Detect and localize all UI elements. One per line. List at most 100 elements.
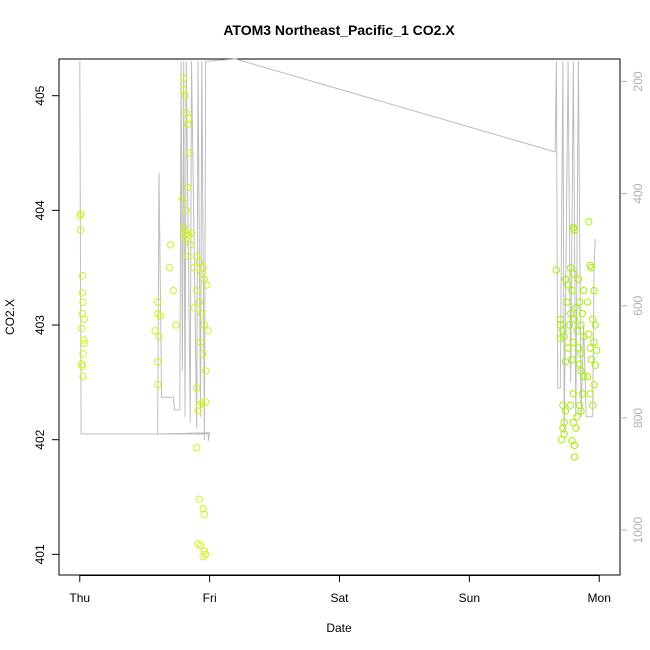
data-point [568,355,576,364]
data-point [556,315,564,323]
y2-tick-label: 1000 [631,516,645,543]
chart-title: ATOM3 Northeast_Pacific_1 CO2.X [223,22,455,38]
data-point [592,346,601,354]
data-point [181,92,189,100]
data-point [190,264,198,272]
data-point [591,321,599,329]
data-point [79,350,87,358]
data-point [578,390,586,398]
y-tick-label: 403 [33,315,47,335]
data-point [198,399,206,407]
data-point [199,350,207,358]
data-point [195,495,204,503]
y2-tick-label: 800 [631,408,645,428]
data-point [154,358,162,366]
data-point [78,289,87,297]
data-point [183,183,192,192]
data-point [172,321,180,329]
data-point [587,264,596,272]
data-point [154,298,162,306]
data-point [579,372,588,381]
data-point [586,344,594,352]
data-point [151,327,159,335]
y2-tick-label: 600 [631,295,645,315]
data-point [564,344,572,352]
data-point [590,381,598,389]
data-point [80,339,89,348]
data-point [569,338,577,346]
data-point [202,398,210,406]
data-point [561,358,570,366]
data-point [178,195,187,203]
y-tick-label: 404 [33,200,47,220]
data-point [579,286,588,295]
data-point [569,269,577,278]
data-point [183,120,192,129]
data-point [154,309,162,318]
data-point [79,372,87,381]
data-point [585,218,593,226]
data-point [193,444,201,452]
y-tick-label: 401 [33,544,47,564]
series-layer [76,58,601,561]
data-point [576,360,584,368]
data-point [569,390,577,398]
y-axis-label: CO2.X [3,299,17,335]
data-point [590,286,598,295]
data-point [573,413,581,421]
x-tick-label: Thu [69,591,90,605]
data-point [590,338,598,346]
data-point [200,321,209,329]
data-point [564,281,572,289]
data-point [155,332,163,341]
data-point [154,381,162,389]
data-point [585,330,593,338]
data-point [78,362,87,370]
data-point [190,304,198,312]
data-point [194,407,202,415]
data-point [195,298,204,306]
data-point [180,74,188,83]
data-point [572,304,580,312]
data-point [591,361,599,369]
data-point [574,275,583,283]
data-point [167,241,175,249]
y2-tick-label: 200 [631,71,645,91]
data-point [186,241,194,249]
x-tick-label: Sun [459,591,480,605]
data-point [570,315,579,323]
data-point [561,407,570,415]
data-point [573,327,581,335]
plot-frame [58,58,621,576]
data-point [204,327,213,335]
data-point [182,206,191,215]
data-point [586,390,594,398]
data-point [552,266,561,274]
x-tick-label: Fri [203,591,217,605]
data-point [567,309,575,318]
data-point [583,298,592,306]
data-point [587,355,596,364]
data-point [570,226,579,234]
data-point [199,553,207,561]
data-point [78,272,87,280]
data-point [198,309,206,318]
data-point [183,252,192,260]
y-tick-label: 405 [33,85,47,105]
data-point [196,541,205,549]
data-point [203,281,211,289]
data-point [187,229,196,238]
data-point [156,312,165,320]
data-point [583,372,592,381]
data-point [570,441,579,450]
data-point [589,401,597,409]
data-point [193,384,201,392]
data-point [78,324,86,333]
data-point [76,226,85,234]
data-point [556,335,564,343]
data-point [567,401,575,409]
x-axis-label: Date [326,621,352,635]
y-tick-label: 402 [33,429,47,449]
data-point [193,286,201,295]
data-point [568,286,576,295]
